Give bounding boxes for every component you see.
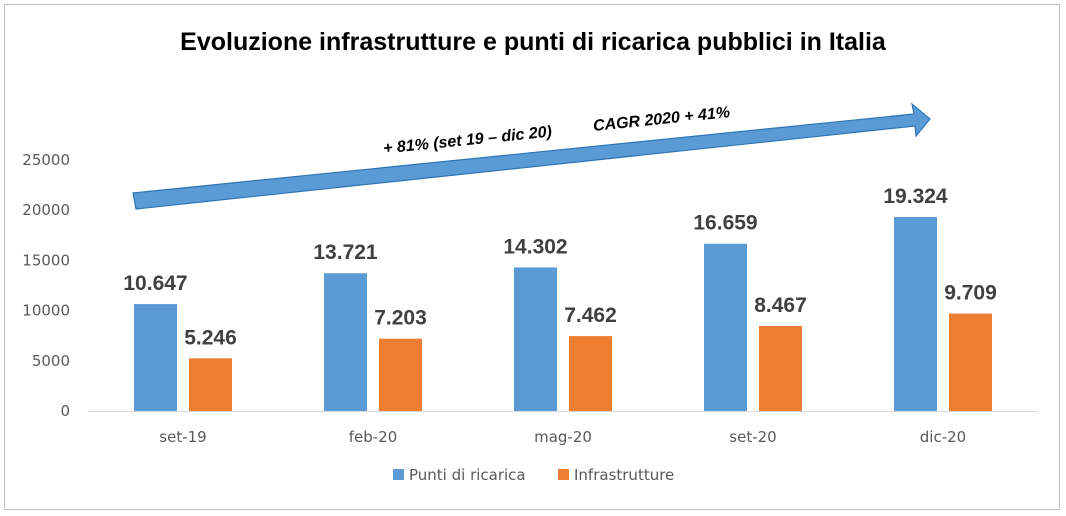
data-label: 7.462 [564, 304, 617, 327]
bar-infrastrutture [569, 336, 612, 411]
bar-infrastrutture [949, 313, 992, 411]
x-tick-label: dic-20 [920, 428, 966, 446]
data-label: 14.302 [503, 235, 567, 258]
legend: Punti di ricarica Infrastrutture [393, 466, 674, 484]
data-label: 8.467 [754, 294, 807, 317]
x-tick-label: set-19 [159, 428, 206, 446]
bar-infrastrutture [379, 338, 422, 411]
y-tick-label: 20000 [22, 201, 70, 219]
legend-swatch [558, 469, 569, 480]
x-tick-label: mag-20 [534, 428, 592, 446]
data-label: 13.721 [313, 241, 378, 264]
x-tick-label: feb-20 [349, 428, 398, 446]
legend-label: Infrastrutture [574, 466, 674, 484]
y-tick-label: 25000 [22, 151, 70, 169]
bar-punti-di-ricarica [514, 267, 557, 411]
bars: 10.647 5.246 13.721 7.203 14.302 7.462 16.659 8… [123, 185, 997, 411]
data-label: 16.659 [693, 212, 757, 235]
growth-arrow [132, 102, 931, 210]
x-axis: set-19 feb-20 mag-20 set-20 dic-20 [88, 411, 1038, 446]
legend-swatch [393, 469, 404, 480]
growth-annotation-right: CAGR 2020 + 41% [592, 104, 730, 135]
data-label: 5.246 [184, 326, 237, 349]
bar-infrastrutture [759, 325, 802, 411]
data-label: 7.203 [374, 307, 427, 330]
growth-annotation-left: + 81% (set 19 – dic 20) [382, 124, 552, 158]
data-label: 19.324 [883, 185, 948, 208]
bar-punti-di-ricarica [704, 243, 747, 411]
chart-title: Evoluzione infrastrutture e punti di ric… [180, 28, 887, 56]
legend-label: Punti di ricarica [409, 466, 526, 484]
bar-punti-di-ricarica [324, 273, 367, 411]
y-tick-label: 0 [60, 402, 70, 420]
bar-punti-di-ricarica [894, 216, 937, 411]
bar-infrastrutture [189, 358, 232, 411]
y-tick-label: 10000 [22, 302, 70, 320]
y-axis: 0 5000 10000 15000 20000 25000 [22, 151, 70, 420]
bar-punti-di-ricarica [134, 304, 177, 411]
y-tick-label: 15000 [22, 251, 70, 269]
data-label: 10.647 [123, 272, 187, 295]
data-label: 9.709 [944, 282, 997, 305]
y-tick-label: 5000 [32, 352, 70, 370]
chart-frame [4, 4, 1060, 510]
x-tick-label: set-20 [729, 428, 776, 446]
